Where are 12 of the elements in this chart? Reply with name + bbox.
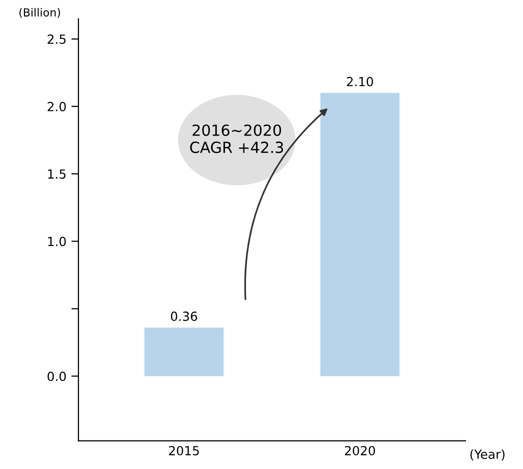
y-axis-title: (Billion) [19, 8, 60, 18]
y-tick-label: 2.0 [48, 102, 66, 112]
data-label: 2.10 [346, 76, 374, 86]
x-tick-label: 2020 [344, 446, 375, 456]
y-tick-label: 2.5 [48, 34, 66, 44]
x-axis-title: (Year) [470, 449, 504, 460]
annotation: 2016~2020 CAGR +42.3 [190, 124, 284, 154]
y-tick-label: 1.0 [48, 236, 66, 246]
y-tick-label: 0.0 [48, 372, 66, 382]
y-tick-label: 1.5 [48, 169, 66, 179]
data-label: 0.36 [170, 312, 198, 321]
x-tick-label: 2015 [169, 446, 199, 456]
